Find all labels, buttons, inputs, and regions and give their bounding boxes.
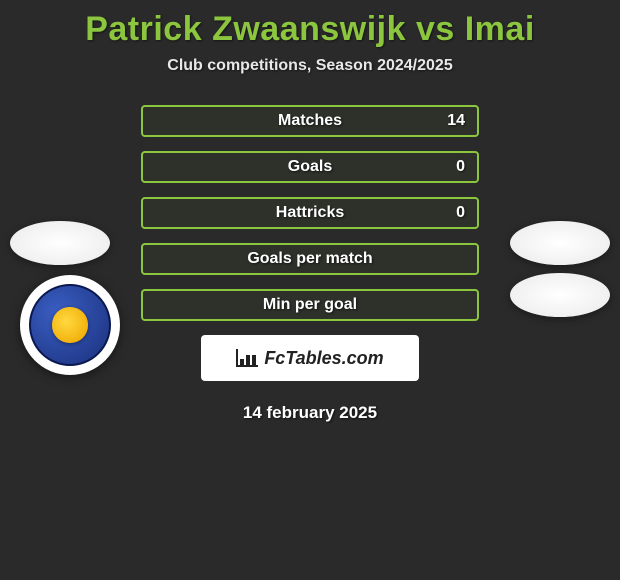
stat-label: Hattricks	[276, 204, 344, 222]
subtitle: Club competitions, Season 2024/2025	[0, 57, 620, 75]
player-right-placeholder-2	[510, 273, 610, 317]
stat-label: Min per goal	[263, 296, 357, 314]
stat-label: Goals	[288, 158, 332, 176]
stat-row-goals-per-match: Goals per match	[141, 243, 479, 275]
footer-date: 14 february 2025	[0, 403, 620, 423]
team-logo-ball-icon	[52, 307, 87, 342]
stat-value: 0	[456, 158, 465, 176]
stat-row-goals: Goals 0	[141, 151, 479, 183]
site-logo-text: FcTables.com	[264, 348, 383, 369]
stat-label: Matches	[278, 112, 342, 130]
site-logo-banner[interactable]: FcTables.com	[201, 335, 419, 381]
player-right-placeholder-1	[510, 221, 610, 265]
stat-row-hattricks: Hattricks 0	[141, 197, 479, 229]
player-left-placeholder-1	[10, 221, 110, 265]
page-title: Patrick Zwaanswijk vs Imai	[0, 0, 620, 57]
stat-row-min-per-goal: Min per goal	[141, 289, 479, 321]
stat-row-matches: Matches 14	[141, 105, 479, 137]
stat-label: Goals per match	[247, 250, 372, 268]
team-logo-inner	[29, 284, 111, 366]
stats-table: Matches 14 Goals 0 Hattricks 0 Goals per…	[141, 105, 479, 321]
stat-value: 14	[447, 112, 465, 130]
bar-chart-icon	[236, 349, 258, 367]
team-logo	[20, 275, 120, 375]
stat-value: 0	[456, 204, 465, 222]
content-area: Matches 14 Goals 0 Hattricks 0 Goals per…	[0, 105, 620, 423]
